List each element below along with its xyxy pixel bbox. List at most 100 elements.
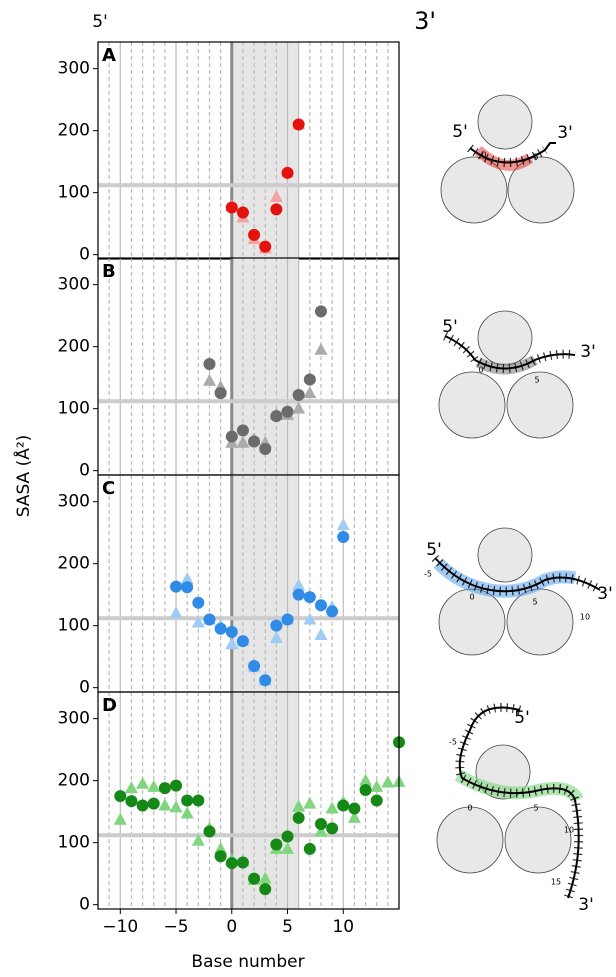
- circle-point: [248, 435, 261, 448]
- triangle-point: [370, 779, 384, 792]
- panel-label: B: [102, 261, 116, 282]
- circle-point: [214, 850, 227, 863]
- y-tick-label: 0: [79, 678, 90, 698]
- x-tick-label: −10: [102, 917, 138, 937]
- strand-position-label: 10: [564, 826, 574, 835]
- top-label: 5': [92, 12, 108, 32]
- circle-point: [270, 203, 283, 216]
- circle-point: [225, 430, 238, 443]
- circle-point: [270, 838, 283, 851]
- circle-point: [270, 410, 283, 423]
- circle-point: [136, 799, 149, 812]
- circle-point: [236, 856, 249, 869]
- strand-position-label: 10: [580, 613, 590, 622]
- x-tick-label: 0: [226, 917, 237, 937]
- circle-point: [225, 857, 238, 870]
- circle-point: [147, 797, 160, 810]
- panel-label: D: [102, 695, 117, 716]
- triangle-point: [292, 401, 306, 414]
- circle-point: [314, 818, 327, 831]
- circle-point: [303, 373, 316, 386]
- circle-point: [314, 599, 327, 612]
- circle-point: [314, 305, 327, 318]
- triangle-point: [314, 824, 328, 837]
- circle-point: [337, 531, 350, 543]
- strand-position-label: -5: [449, 738, 457, 747]
- triangle-point: [202, 373, 216, 386]
- y-tick-label: 300: [58, 59, 90, 79]
- y-axis-label: SASA (Å²): [12, 435, 34, 518]
- triangle-point: [303, 612, 317, 625]
- triangle-point: [147, 779, 161, 792]
- circle-point: [203, 613, 216, 626]
- y-tick-label: 100: [58, 183, 90, 203]
- strand-end-label: 5': [442, 317, 458, 337]
- circle-point: [348, 802, 361, 815]
- strand-position-label: -5: [424, 570, 432, 579]
- triangle-point: [281, 841, 295, 854]
- circle-point: [192, 794, 205, 807]
- triangle-point: [303, 796, 317, 809]
- circle-point: [114, 790, 127, 803]
- triangle-point: [169, 606, 183, 619]
- triangle-point: [124, 781, 138, 794]
- y-tick-label: 300: [58, 275, 90, 295]
- triangle-point: [180, 806, 194, 819]
- circle-point: [181, 794, 194, 807]
- plot-frame: [97, 691, 400, 910]
- panel-label: C: [102, 478, 115, 499]
- circle-point: [259, 240, 272, 253]
- x-axis-label: Base number: [191, 952, 304, 972]
- strand-end-label: 3': [597, 584, 613, 604]
- circle-point: [270, 619, 283, 632]
- circle-point: [248, 659, 261, 672]
- triangle-point: [269, 190, 283, 202]
- circle-point: [203, 358, 216, 371]
- x-tick-label: −5: [164, 917, 189, 937]
- triangle-point: [292, 799, 306, 812]
- circle-point: [158, 782, 171, 795]
- circle-point: [248, 228, 261, 241]
- y-tick-label: 0: [79, 461, 90, 481]
- y-tick-label: 200: [58, 554, 90, 574]
- circle-point: [170, 580, 183, 593]
- triangle-point: [214, 841, 228, 854]
- x-tick-label: 10: [332, 917, 354, 937]
- circle-point: [236, 635, 249, 648]
- y-tick-label: 300: [58, 492, 90, 512]
- circle-point: [259, 442, 272, 455]
- circle-point: [192, 596, 205, 609]
- circle-point: [281, 613, 294, 626]
- strand-position-label: 15: [551, 878, 561, 887]
- circle-point: [303, 842, 316, 855]
- circle-point: [181, 581, 194, 594]
- circle-point: [125, 795, 138, 808]
- triangle-point: [191, 833, 205, 846]
- circle-point: [292, 811, 305, 824]
- triangle-point: [314, 627, 328, 640]
- y-tick-label: 300: [58, 709, 90, 729]
- top-label: 3': [414, 7, 436, 35]
- triangle-point: [292, 578, 306, 591]
- circle-point: [214, 387, 227, 400]
- triangle-point: [169, 800, 183, 813]
- y-tick-label: 100: [58, 399, 90, 419]
- triangle-point: [325, 801, 339, 814]
- y-tick-label: 100: [58, 616, 90, 636]
- triangle-point: [236, 435, 250, 448]
- circle-point: [337, 799, 350, 812]
- strand-position-label: 0: [481, 151, 486, 160]
- circle-point: [225, 625, 238, 638]
- circle-point: [259, 883, 272, 896]
- circle-point: [326, 822, 339, 835]
- circle-point: [292, 118, 305, 131]
- circle-point: [359, 783, 372, 796]
- triangle-point: [347, 810, 361, 823]
- strand-position-label: 5: [533, 153, 538, 162]
- triangle-point: [225, 637, 239, 650]
- y-tick-label: 200: [58, 771, 90, 791]
- circle-point: [292, 588, 305, 601]
- triangle-point: [381, 775, 395, 788]
- triangle-point: [180, 572, 194, 585]
